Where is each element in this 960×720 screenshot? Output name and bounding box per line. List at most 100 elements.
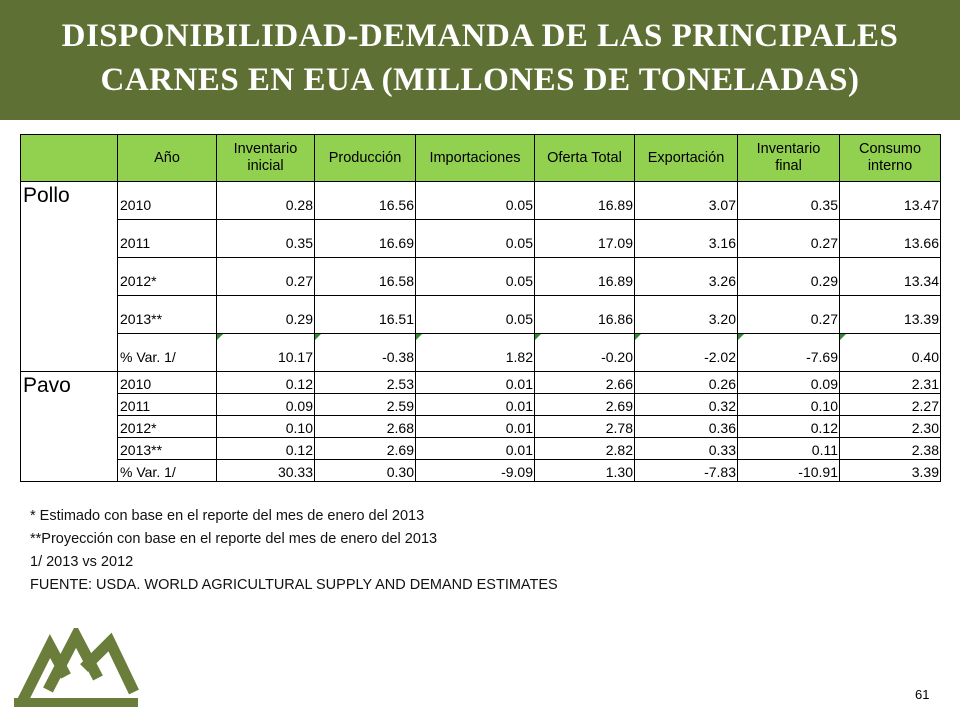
value-text: 0.05	[505, 311, 533, 327]
value-text: 0.40	[911, 349, 939, 365]
page-number: 61	[915, 687, 930, 702]
value-text: 0.01	[505, 398, 533, 414]
value-cell: 2.31	[839, 371, 941, 394]
value-text: 2.69	[605, 398, 633, 414]
value-cell: 13.34	[839, 257, 941, 296]
value-cell: 0.33	[634, 437, 738, 460]
title-banner: DISPONIBILIDAD-DEMANDA DE LAS PRINCIPALE…	[0, 0, 960, 120]
column-header-line1: Consumo	[858, 141, 922, 157]
value-text: -7.69	[806, 349, 838, 365]
mountains-logo-icon	[14, 624, 142, 713]
value-cell: 0.29	[737, 257, 840, 296]
cell-comment-marker	[635, 334, 641, 340]
value-text: 0.26	[708, 376, 736, 392]
column-header-line1: Inventario	[756, 141, 821, 157]
value-text: 3.20	[708, 311, 736, 327]
value-cell: -0.38	[314, 333, 416, 372]
value-cell: 13.47	[839, 181, 941, 220]
value-cell: 0.01	[415, 393, 535, 416]
value-cell: 0.32	[634, 393, 738, 416]
value-text: 2.68	[386, 420, 414, 436]
value-text: 13.39	[903, 311, 939, 327]
value-text: 16.89	[597, 273, 633, 289]
table-row: 2013** 0.12 2.69 0.01 2.82 0.33 0.11 2.38	[21, 437, 941, 460]
value-text: 0.29	[285, 311, 313, 327]
value-text: 13.34	[903, 273, 939, 289]
value-cell: 0.40	[839, 333, 941, 372]
value-text: 0.05	[505, 273, 533, 289]
value-cell: 16.89	[534, 257, 635, 296]
value-text: 0.28	[285, 197, 313, 213]
cell-comment-marker	[738, 334, 744, 340]
table-row: Pollo 2010 0.28 16.56 0.05 16.89 3.07 0.35 13.47	[20, 181, 941, 372]
cell-comment-marker	[535, 334, 541, 340]
value-cell: 0.05	[415, 219, 535, 258]
value-text: 2.53	[386, 376, 414, 392]
value-text: 16.69	[378, 235, 414, 251]
value-cell: 0.28	[216, 181, 315, 220]
value-cell: 2.53	[314, 371, 416, 394]
value-cell: 2.27	[839, 393, 941, 416]
value-text: 0.12	[285, 376, 313, 392]
value-text: -7.83	[704, 464, 736, 480]
column-header: Oferta Total	[534, 134, 635, 182]
value-text: 0.30	[386, 464, 414, 480]
value-text: 2.59	[386, 398, 414, 414]
column-header: Inventario final	[737, 134, 840, 182]
value-text: 0.36	[708, 420, 736, 436]
title-line-1: DISPONIBILIDAD-DEMANDA DE LAS PRINCIPALE…	[61, 18, 899, 54]
value-cell: 0.09	[737, 371, 840, 394]
year-cell: 2011	[117, 393, 217, 416]
value-cell: 0.05	[415, 181, 535, 220]
value-cell: 0.35	[216, 219, 315, 258]
table-row: 2012* 0.27 16.58 0.05 16.89 3.26 0.29 13.34	[21, 257, 941, 296]
value-cell: 0.05	[415, 257, 535, 296]
value-cell: 16.86	[534, 295, 635, 334]
value-cell: 16.56	[314, 181, 416, 220]
year-cell: 2011	[117, 219, 217, 258]
value-text: 0.27	[810, 235, 838, 251]
value-cell: 0.01	[415, 415, 535, 438]
table-row: 2013** 0.29 16.51 0.05 16.86 3.20 0.27 13.39	[21, 295, 941, 334]
value-cell: 0.27	[737, 295, 840, 334]
value-cell: 30.33	[216, 459, 315, 482]
value-cell: 0.26	[634, 371, 738, 394]
value-cell: 16.58	[314, 257, 416, 296]
value-cell: 0.12	[216, 437, 315, 460]
value-cell: 0.29	[216, 295, 315, 334]
value-text: 0.12	[810, 420, 838, 436]
value-cell: 10.17	[216, 333, 315, 372]
value-text: 2.30	[911, 420, 939, 436]
value-text: 0.35	[810, 197, 838, 213]
value-cell: 2.59	[314, 393, 416, 416]
column-header: Consumo interno	[839, 134, 941, 182]
value-cell: 0.01	[415, 371, 535, 394]
footnote-estimate: * Estimado con base en el reporte del me…	[30, 508, 425, 524]
value-cell: 0.09	[216, 393, 315, 416]
value-text: 3.39	[911, 464, 939, 480]
value-text: 0.29	[810, 273, 838, 289]
table-row: 2011 0.35 16.69 0.05 17.09 3.16 0.27 13.66	[21, 219, 941, 258]
value-cell: 1.82	[415, 333, 535, 372]
value-cell: 13.66	[839, 219, 941, 258]
value-cell: 0.12	[737, 415, 840, 438]
value-cell: 16.89	[534, 181, 635, 220]
value-cell: -7.83	[634, 459, 738, 482]
value-text: 0.12	[285, 442, 313, 458]
column-header-line2: inicial	[247, 158, 284, 174]
column-header: Exportación	[634, 134, 738, 182]
value-text: 1.82	[505, 349, 533, 365]
value-cell: 1.30	[534, 459, 635, 482]
footnote-variation: 1/ 2013 vs 2012	[30, 554, 134, 570]
value-text: 0.01	[505, 442, 533, 458]
value-text: 10.17	[277, 349, 313, 365]
value-cell: 3.26	[634, 257, 738, 296]
value-cell: 0.01	[415, 437, 535, 460]
value-text: 2.31	[911, 376, 939, 392]
year-cell: % Var. 1/	[117, 333, 217, 372]
value-text: 0.09	[810, 376, 838, 392]
column-header: Producción	[314, 134, 416, 182]
supply-demand-table: Año Inventario inicial Producción Importacio…	[20, 134, 941, 482]
value-cell: 2.30	[839, 415, 941, 438]
title-line-2: CARNES EN EUA (MILLONES DE TONELADAS)	[100, 62, 860, 98]
